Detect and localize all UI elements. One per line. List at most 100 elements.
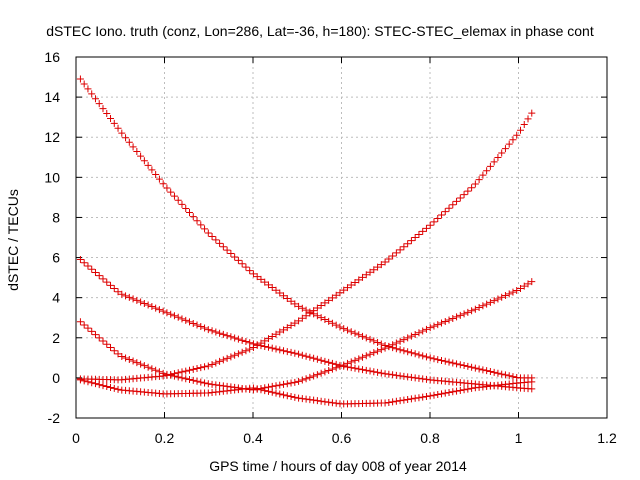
axis-ticks: 0 0.2 0.4 0.6 0.8 1 1.2 -2 0 2 4 6 8 10 12 14 16 (44, 49, 617, 446)
data-point (189, 319, 197, 327)
data-point (276, 328, 284, 336)
data-point (407, 237, 415, 245)
data-point (370, 337, 378, 345)
data-point (460, 386, 468, 394)
data-point (385, 370, 393, 378)
data-point (464, 362, 472, 370)
data-point (257, 342, 265, 350)
data-point (137, 152, 145, 160)
data-point (268, 388, 276, 396)
data-point (272, 382, 280, 390)
data-point (426, 221, 434, 229)
data-point (283, 324, 291, 332)
data-point (276, 381, 284, 389)
data-point (355, 355, 363, 363)
data-point (122, 292, 130, 300)
data-point (407, 349, 415, 357)
data-point (201, 324, 209, 332)
data-point (468, 184, 476, 192)
data-point (174, 313, 182, 321)
data-point (505, 140, 513, 148)
data-point (325, 358, 333, 366)
data-point (377, 346, 385, 354)
data-point (272, 286, 280, 294)
data-point (174, 373, 182, 381)
data-point (520, 121, 528, 129)
data-point (486, 162, 494, 170)
data-point (404, 373, 412, 381)
series-5 (76, 376, 536, 408)
data-point (76, 256, 84, 264)
data-point (385, 342, 393, 350)
data-point (419, 327, 427, 335)
data-point (152, 366, 160, 374)
data-point (122, 134, 130, 142)
data-point (170, 192, 178, 200)
data-point (441, 318, 449, 326)
data-point (460, 310, 468, 318)
data-point (310, 307, 318, 315)
data-point (110, 285, 118, 293)
data-point (133, 359, 141, 367)
data-point (295, 317, 303, 325)
data-point (283, 380, 291, 388)
data-point (178, 374, 186, 382)
data-point (155, 368, 163, 376)
data-point (283, 348, 291, 356)
data-point (490, 158, 498, 166)
data-point (351, 356, 359, 364)
data-point (295, 302, 303, 310)
data-point (283, 294, 291, 302)
data-point (219, 330, 227, 338)
data-point (80, 321, 88, 329)
data-point (238, 336, 246, 344)
data-point (340, 325, 348, 333)
data-point (528, 109, 536, 117)
data-point (88, 327, 96, 335)
data-point (359, 366, 367, 374)
data-point (280, 326, 288, 334)
data-point (325, 317, 333, 325)
data-point (167, 371, 175, 379)
data-point (291, 319, 299, 327)
data-point (366, 367, 374, 375)
data-point (340, 361, 348, 369)
data-point (317, 397, 325, 405)
data-point (110, 119, 118, 127)
data-point (125, 293, 133, 301)
data-point (366, 350, 374, 358)
data-point (125, 356, 133, 364)
data-point (370, 266, 378, 274)
data-point (317, 314, 325, 322)
data-point (103, 340, 111, 348)
data-point (317, 301, 325, 309)
data-point (114, 350, 122, 358)
data-point (445, 204, 453, 212)
y-tick-label: 4 (52, 290, 60, 306)
data-point (178, 315, 186, 323)
data-point (212, 359, 220, 367)
data-point (396, 246, 404, 254)
data-point (336, 323, 344, 331)
data-point (516, 284, 524, 292)
data-point (253, 273, 261, 281)
data-point (84, 85, 92, 93)
data-point (389, 341, 397, 349)
data-point (129, 143, 137, 151)
data-point (280, 347, 288, 355)
data-point (362, 334, 370, 342)
x-axis-label: GPS time / hours of day 008 of year 2014 (209, 458, 467, 474)
data-point (453, 360, 461, 368)
data-point (95, 381, 103, 389)
data-point (302, 395, 310, 403)
data-point (212, 236, 220, 244)
y-tick-label: -2 (48, 410, 61, 426)
data-point (95, 272, 103, 280)
data-point (445, 316, 453, 324)
data-point (453, 313, 461, 321)
data-point (302, 375, 310, 383)
data-point (445, 388, 453, 396)
data-point (513, 131, 521, 139)
data-point (144, 363, 152, 371)
data-point (430, 322, 438, 330)
